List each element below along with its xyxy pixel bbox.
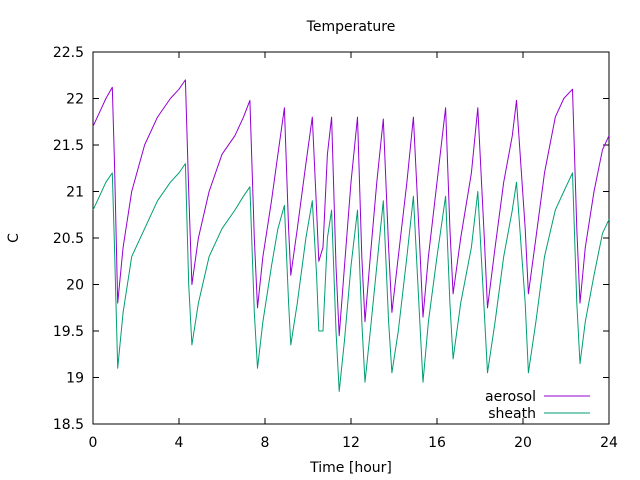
- axis-ticks: 0 4 8 12 16 20 24 18.5 19 19.5 20 20.5 21 21.5 22 22.5: [53, 45, 618, 451]
- y-tick-label: 20.5: [53, 231, 84, 247]
- chart-title: Temperature: [306, 19, 396, 35]
- x-tick-label: 0: [89, 435, 98, 451]
- x-tick-label: 12: [342, 435, 360, 451]
- x-axis-label: Time [hour]: [309, 460, 392, 476]
- x-tick-label: 16: [428, 435, 446, 451]
- plot-border: [92, 51, 610, 425]
- legend-label-aerosol: aerosol: [485, 389, 536, 405]
- x-tick-label: 8: [261, 435, 270, 451]
- y-tick-label: 18.5: [53, 417, 84, 433]
- y-tick-label: 22.5: [53, 45, 84, 61]
- series-line-sheath: [92, 163, 610, 392]
- legend-label-sheath: sheath: [488, 406, 536, 422]
- y-tick-label: 22: [66, 92, 84, 108]
- y-axis-label: C: [6, 233, 22, 243]
- plot-area: [92, 51, 610, 425]
- y-tick-label: 21.5: [53, 138, 84, 154]
- series-line-aerosol: [92, 79, 610, 337]
- y-tick-label: 19: [66, 371, 84, 387]
- series-lines: [92, 79, 610, 392]
- x-tick-label: 4: [175, 435, 184, 451]
- x-tick-label: 20: [514, 435, 532, 451]
- x-tick-label: 24: [600, 435, 618, 451]
- y-tick-label: 20: [66, 278, 84, 294]
- y-tick-label: 21: [66, 185, 84, 201]
- y-tick-label: 19.5: [53, 324, 84, 340]
